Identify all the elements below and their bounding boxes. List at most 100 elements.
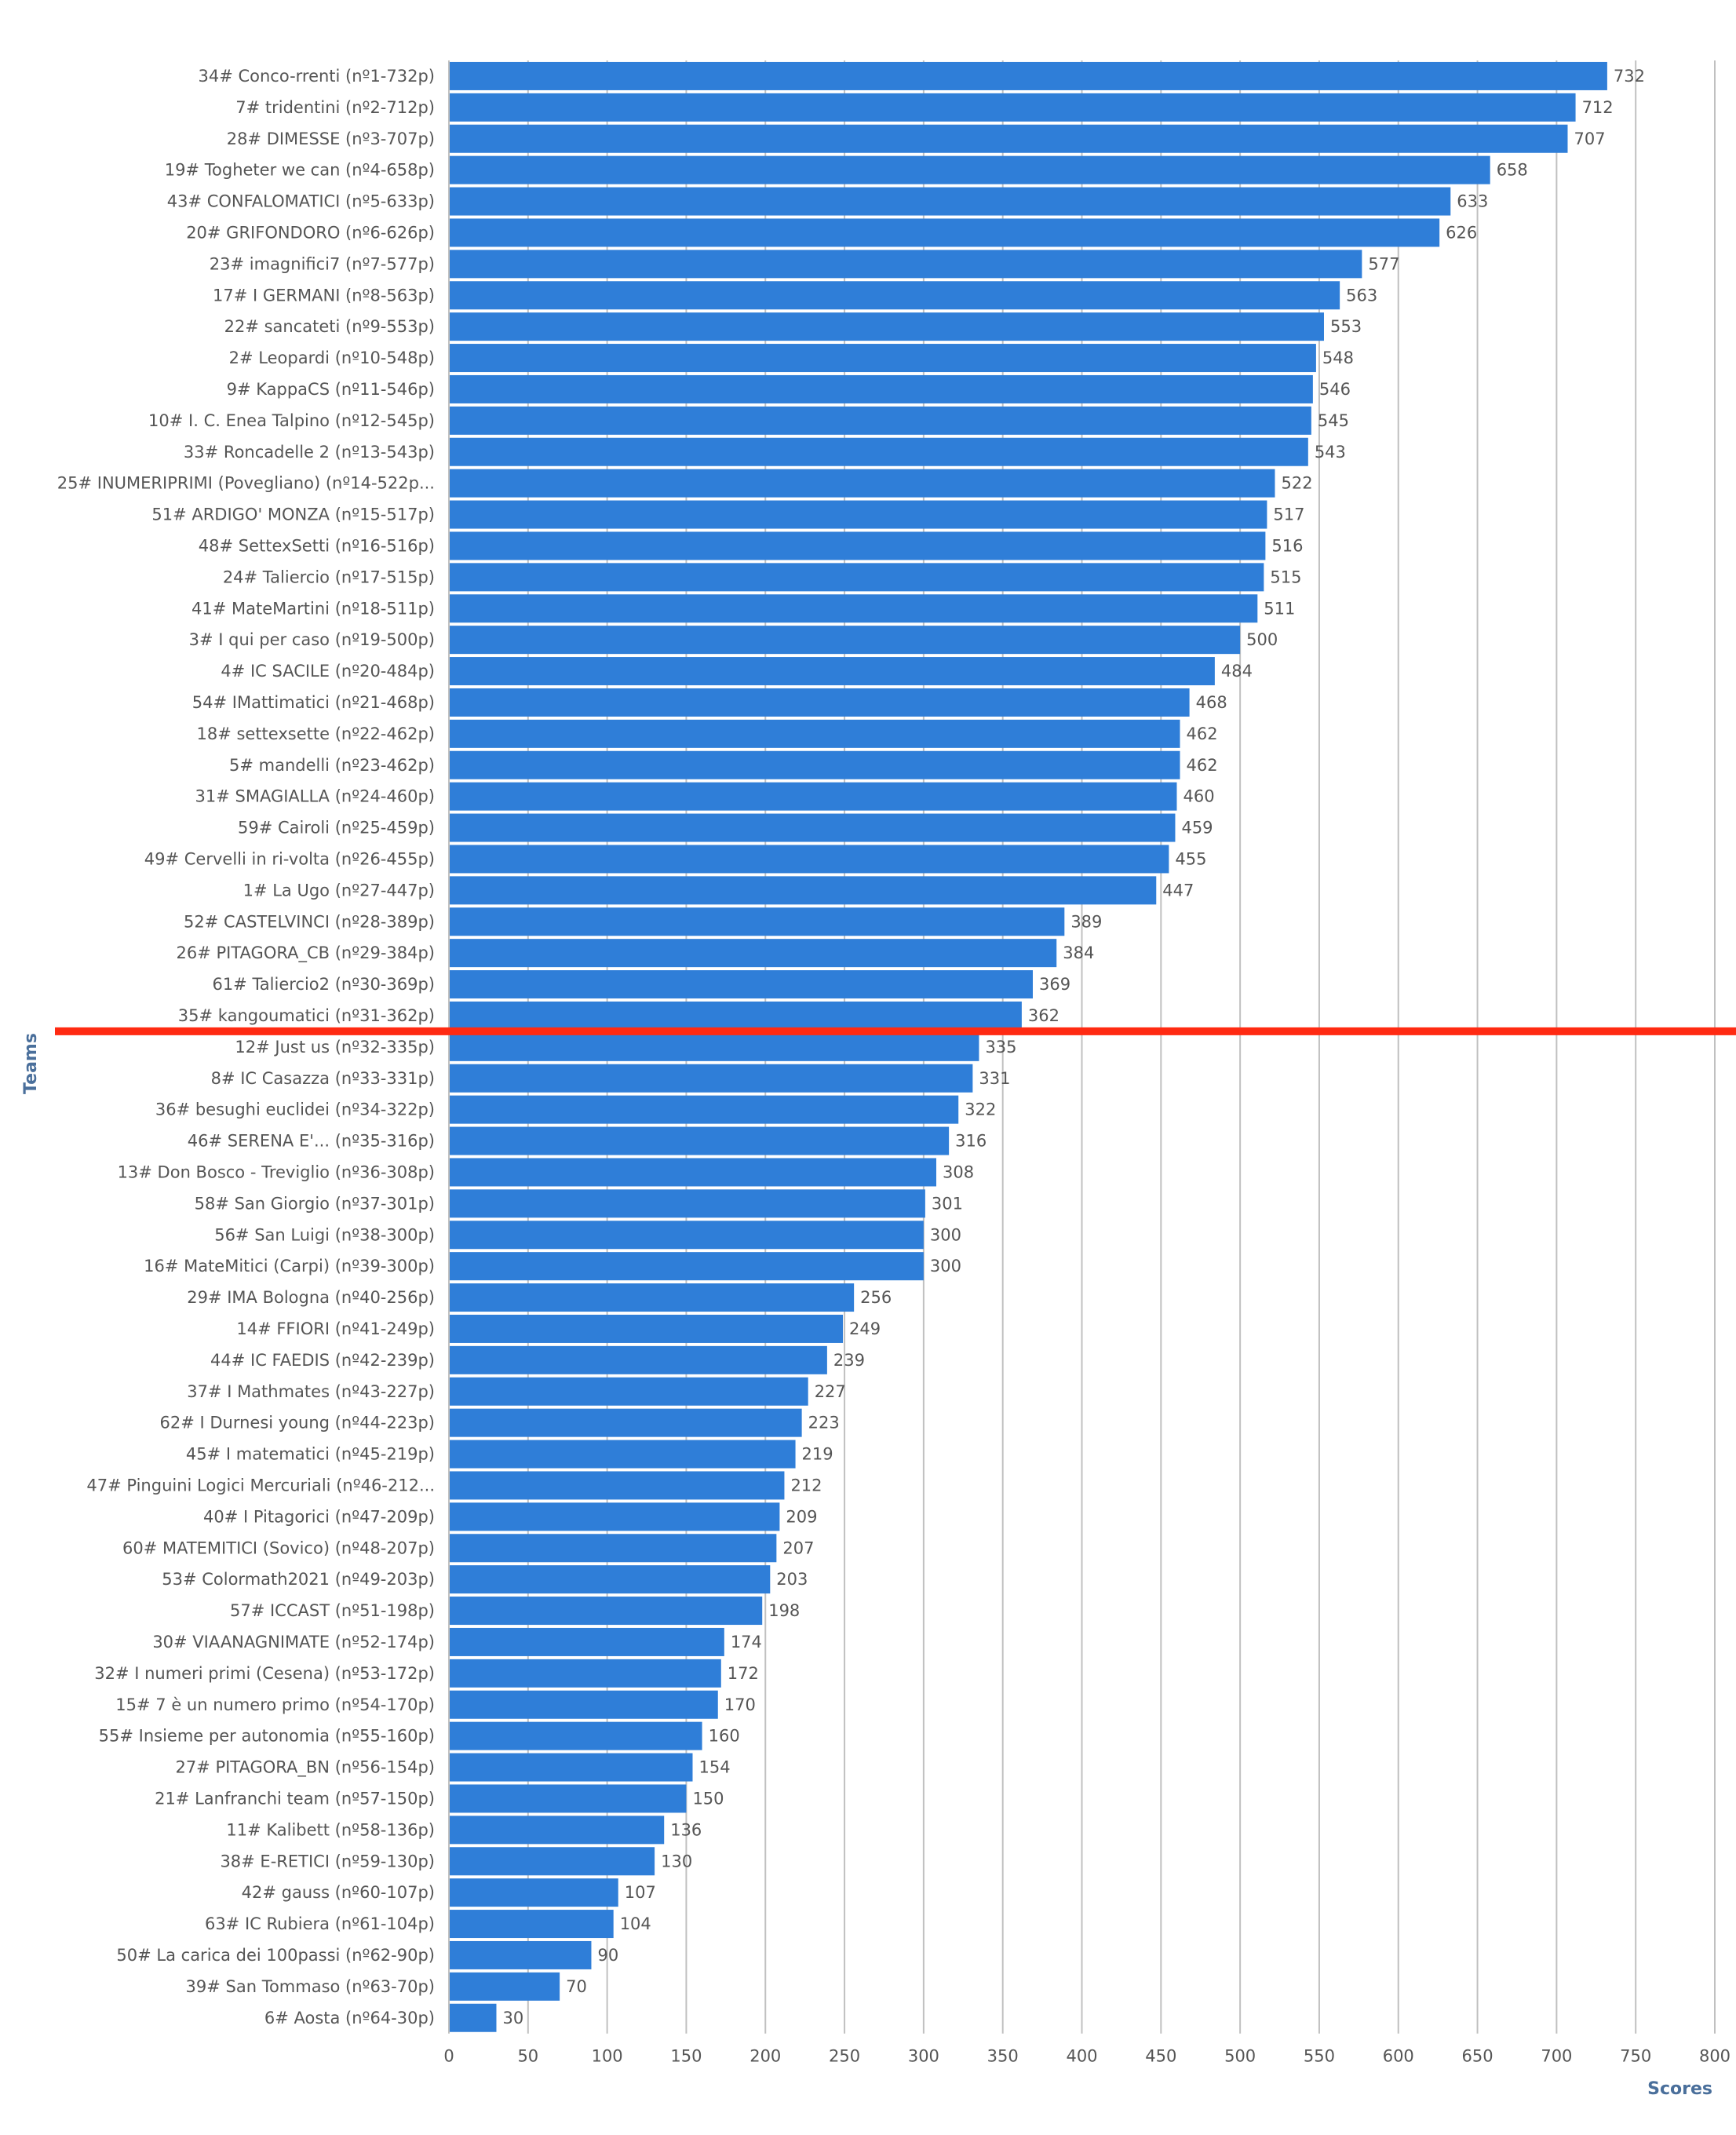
bar[interactable] [449,250,1362,279]
category-label: 40# I Pitagorici (nº47-209p) [203,1507,435,1526]
bar[interactable] [449,1910,614,1939]
bar[interactable] [449,1283,855,1312]
bar[interactable] [449,281,1340,310]
bar[interactable] [449,1690,718,1719]
category-label: 31# SMAGIALLA (nº24-460p) [195,787,436,806]
bar[interactable] [449,1565,771,1594]
category-label: 11# Kalibett (nº58-136p) [226,1820,435,1839]
bar[interactable] [449,1940,592,1969]
bar[interactable] [449,1816,665,1845]
bar[interactable] [449,1659,721,1688]
data-label: 170 [724,1695,756,1714]
bar[interactable] [449,1847,655,1876]
category-label: 16# MateMitici (Carpi) (nº39-300p) [144,1257,435,1276]
x-tick-label: 750 [1620,2047,1651,2066]
bar[interactable] [449,344,1316,373]
teams-axis-title: Teams [21,1033,41,1094]
bar[interactable] [449,155,1490,184]
category-label: 28# DIMESSE (nº3-707p) [227,130,435,148]
bar[interactable] [449,406,1311,435]
data-label: 522 [1281,474,1312,493]
bar[interactable] [449,531,1266,560]
category-label: 53# Colormath2021 (nº49-203p) [162,1570,435,1589]
category-label: 8# IC Casazza (nº33-331p) [211,1069,435,1088]
bar[interactable] [449,1471,785,1500]
bar[interactable] [449,1126,950,1155]
data-label: 543 [1315,443,1346,462]
bar[interactable] [449,1721,702,1750]
x-tick-label: 500 [1224,2047,1256,2066]
category-label: 9# KappaCS (nº11-546p) [227,380,435,399]
bar[interactable] [449,688,1190,717]
bar[interactable] [449,124,1568,153]
bar[interactable] [449,782,1177,811]
bar[interactable] [449,719,1180,748]
bar[interactable] [449,1597,763,1626]
bar[interactable] [449,1345,827,1374]
bar[interactable] [449,845,1169,874]
bar[interactable] [449,469,1275,498]
x-tick-label: 450 [1145,2047,1176,2066]
category-label: 56# San Luigi (nº38-300p) [214,1225,435,1244]
data-label: 172 [728,1664,759,1683]
bar[interactable] [449,657,1215,686]
bar[interactable] [449,1784,687,1813]
data-label: 384 [1063,943,1094,962]
bar[interactable] [449,2003,497,2032]
category-label: 55# Insieme per autonomia (nº55-160p) [99,1727,435,1746]
data-label: 249 [849,1319,881,1338]
bar[interactable] [449,970,1033,999]
data-label: 174 [731,1633,762,1651]
bar[interactable] [449,374,1313,403]
bar[interactable] [449,813,1176,842]
bar[interactable] [449,61,1607,90]
bar[interactable] [449,1189,925,1218]
bar[interactable] [449,1440,796,1469]
bar[interactable] [449,218,1440,247]
category-label: 61# Taliercio2 (nº30-369p) [212,975,435,994]
bar[interactable] [449,1753,693,1782]
data-label: 516 [1271,536,1303,555]
bar[interactable] [449,594,1258,623]
data-label: 455 [1175,849,1206,868]
bar[interactable] [449,1408,802,1437]
bar[interactable] [449,1064,973,1093]
category-label: 23# imagnifici7 (nº7-577p) [210,254,435,273]
x-tick-label: 350 [987,2047,1019,2066]
category-label: 14# FFIORI (nº41-249p) [236,1319,435,1338]
data-label: 626 [1446,223,1477,242]
bar[interactable] [449,1627,724,1656]
bar[interactable] [449,563,1264,592]
bar[interactable] [449,939,1057,968]
data-label: 732 [1614,67,1645,86]
bar[interactable] [449,500,1267,529]
data-label: 104 [620,1914,651,1933]
category-label: 17# I GERMANI (nº8-563p) [213,286,435,305]
bar[interactable] [449,1314,844,1343]
bar[interactable] [449,1252,924,1281]
bar[interactable] [449,1878,618,1907]
category-label: 44# IC FAEDIS (nº42-239p) [210,1351,435,1370]
bar[interactable] [449,93,1576,122]
bar[interactable] [449,1972,560,2001]
bar[interactable] [449,750,1180,779]
bar[interactable] [449,437,1308,466]
bar[interactable] [449,312,1324,341]
category-label: 50# La carica dei 100passi (nº62-90p) [116,1946,435,1965]
bar[interactable] [449,626,1241,655]
bar[interactable] [449,1158,937,1187]
bar[interactable] [449,876,1157,905]
category-label: 58# San Giorgio (nº37-301p) [195,1194,435,1213]
bar[interactable] [449,1032,979,1061]
bar[interactable] [449,187,1451,216]
bar[interactable] [449,1001,1022,1030]
data-label: 150 [692,1789,724,1808]
bar[interactable] [449,1502,780,1531]
bar[interactable] [449,1377,808,1406]
bar[interactable] [449,1221,924,1250]
bar[interactable] [449,907,1065,936]
bar[interactable] [449,1534,777,1563]
bar[interactable] [449,1095,959,1124]
scores-axis-title: Scores [1647,2079,1712,2099]
